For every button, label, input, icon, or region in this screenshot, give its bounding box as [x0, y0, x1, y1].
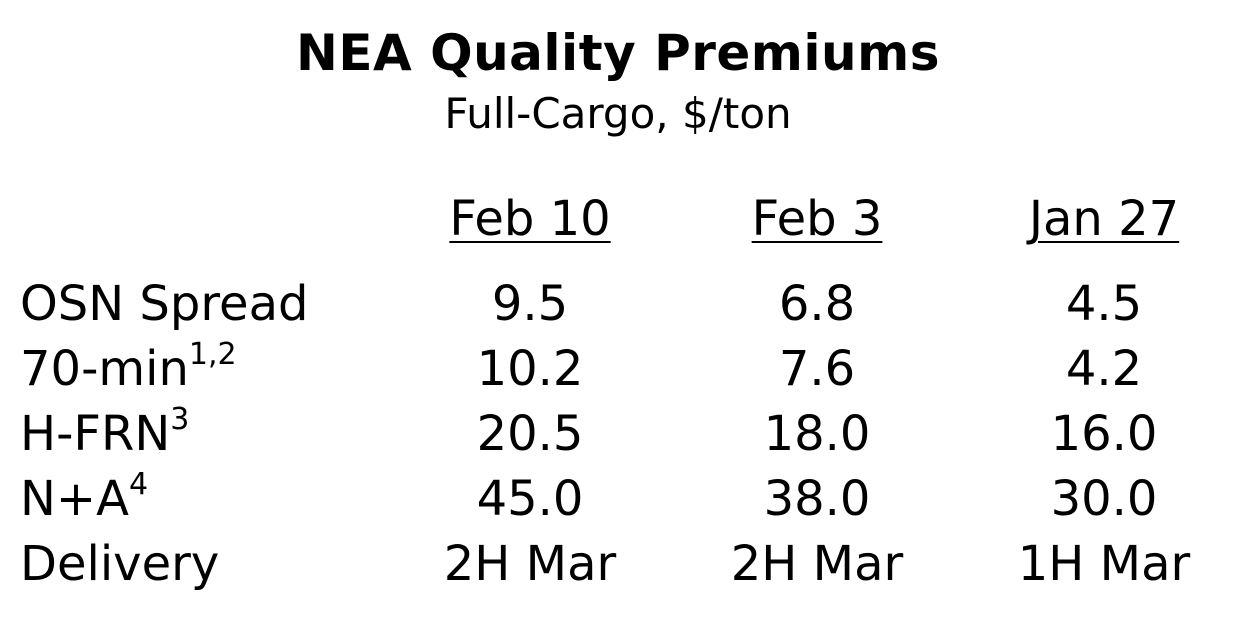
- column-header-1: Feb 10: [380, 190, 680, 248]
- cell-osn-spread-feb10: 9.5: [491, 276, 569, 332]
- column-header-3: Jan 27: [954, 190, 1252, 248]
- cell-osn-spread-feb3: 6.8: [778, 276, 856, 332]
- page-subtitle: Full-Cargo, $/ton: [444, 89, 792, 138]
- row-label-text: 70-min: [20, 341, 189, 397]
- row-label-osn-spread: OSN Spread: [20, 275, 308, 333]
- row-label-70-min: 70-min1,2: [20, 340, 237, 398]
- row-label-delivery: Delivery: [20, 535, 219, 593]
- cell-h-frn-feb3: 18.0: [763, 406, 871, 462]
- row-label-text: OSN Spread: [20, 276, 309, 332]
- column-header-3-label: Jan 27: [1028, 191, 1180, 247]
- cell-delivery-feb10: 2H Mar: [443, 536, 617, 592]
- cell-n-plus-a-feb10: 45.0: [476, 471, 584, 527]
- cell-osn-spread-jan27: 4.5: [1065, 276, 1143, 332]
- row-label-h-frn: H-FRN3: [20, 405, 189, 463]
- cell-n-plus-a-jan27: 30.0: [1050, 471, 1158, 527]
- cell-70-min-feb3: 7.6: [778, 341, 856, 397]
- footnote-marker: 3: [170, 402, 190, 437]
- column-header-2-label: Feb 3: [751, 191, 883, 247]
- cell-70-min-jan27: 4.2: [1065, 341, 1143, 397]
- cell-delivery-feb3: 2H Mar: [730, 536, 904, 592]
- page-title: NEA Quality Premiums: [295, 24, 941, 82]
- cell-70-min-feb10: 10.2: [476, 341, 584, 397]
- column-header-1-label: Feb 10: [449, 191, 611, 247]
- footnote-marker: 1,2: [188, 337, 237, 372]
- cell-h-frn-feb10: 20.5: [476, 406, 584, 462]
- row-label-text: N+A: [20, 471, 129, 527]
- row-label-n-plus-a: N+A4: [20, 470, 148, 528]
- column-header-2: Feb 3: [667, 190, 967, 248]
- cell-n-plus-a-feb3: 38.0: [763, 471, 871, 527]
- row-label-text: Delivery: [20, 536, 220, 592]
- footnote-marker: 4: [128, 467, 149, 502]
- cell-h-frn-jan27: 16.0: [1050, 406, 1158, 462]
- cell-delivery-jan27: 1H Mar: [1017, 536, 1191, 592]
- row-label-text: H-FRN: [20, 406, 171, 462]
